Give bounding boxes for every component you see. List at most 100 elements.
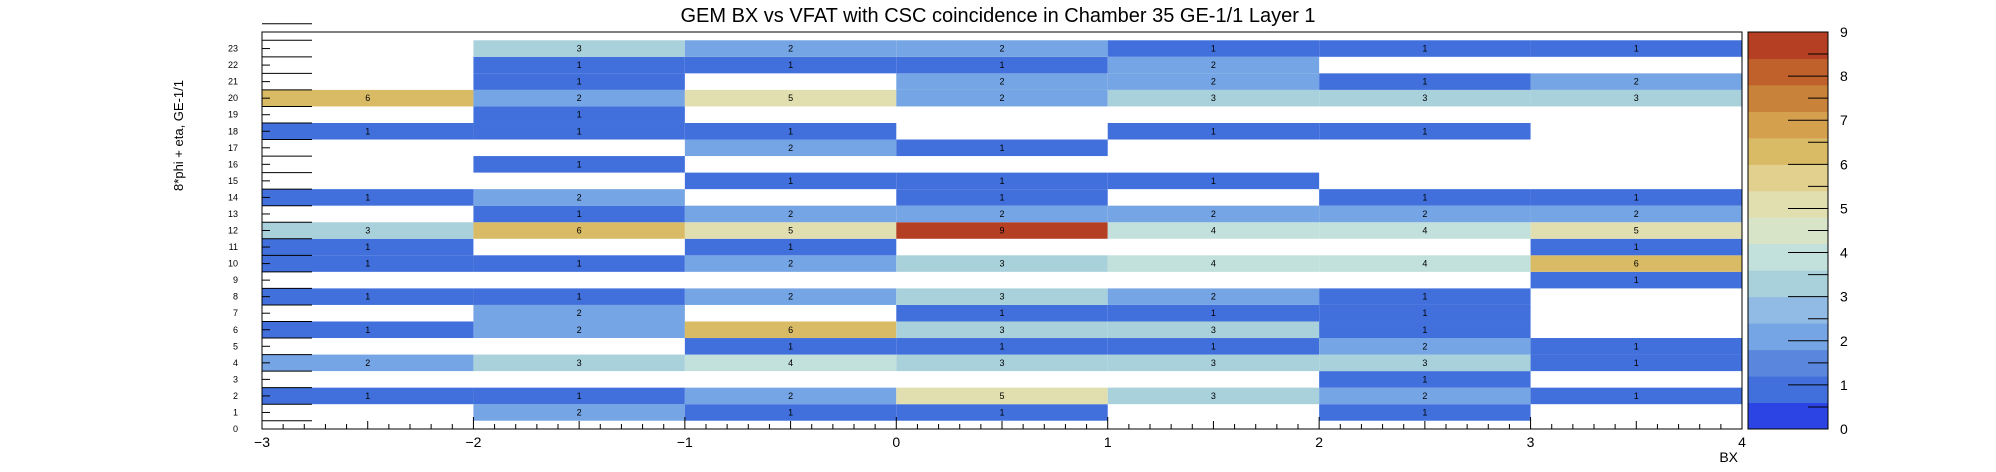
heatmap-cell <box>1530 387 1742 405</box>
cell-value-label: 2 <box>365 358 370 368</box>
heatmap-cell <box>896 89 1108 107</box>
heatmap-cell <box>1530 271 1742 289</box>
heatmap-cell <box>1319 354 1531 372</box>
cell-value-label: 3 <box>999 292 1004 302</box>
heatmap-cell <box>1319 189 1531 206</box>
cell-value-label: 1 <box>1634 242 1639 252</box>
heatmap-cell <box>1107 354 1320 372</box>
cell-value-label: 2 <box>999 44 1004 54</box>
heatmap-cell <box>1107 321 1320 339</box>
x-tick-label: −3 <box>254 434 270 450</box>
heatmap-cell <box>473 222 685 239</box>
cell-value-label: 1 <box>999 308 1004 318</box>
y-tick-label: 9 <box>233 275 238 285</box>
heatmap-cell <box>1530 255 1742 272</box>
cell-value-label: 3 <box>1211 391 1216 401</box>
heatmap-cell <box>1107 255 1320 272</box>
heatmap-cell <box>1319 205 1531 223</box>
y-tick-label: 0 <box>233 424 238 434</box>
cell-value-label: 2 <box>788 259 793 269</box>
cell-value-label: 1 <box>1211 308 1216 318</box>
y-tick-label: 16 <box>228 159 238 169</box>
cell-value-label: 1 <box>365 242 370 252</box>
heatmap-cell <box>684 40 897 57</box>
color-scale-label: 0 <box>1840 421 1848 437</box>
heatmap-cell <box>1530 222 1742 239</box>
heatmap-cell <box>896 222 1108 239</box>
heatmap-cell <box>1107 122 1320 140</box>
cell-value-label: 3 <box>365 226 370 236</box>
heatmap-cell <box>262 89 474 107</box>
heatmap-cell <box>896 404 1108 421</box>
cell-value-label: 1 <box>577 292 582 302</box>
heatmap-cell <box>1530 189 1742 206</box>
heatmap-cell <box>896 288 1108 305</box>
heatmap-cell <box>1530 73 1742 90</box>
y-tick-label: 6 <box>233 325 238 335</box>
heatmap-cell <box>684 139 897 157</box>
cell-value-label: 1 <box>577 60 582 70</box>
color-scale-label: 7 <box>1840 112 1848 128</box>
cell-value-label: 2 <box>1634 209 1639 219</box>
y-tick-label: 12 <box>228 226 238 236</box>
heatmap-cell <box>473 304 685 322</box>
heatmap-cell <box>262 321 474 339</box>
y-tick-label: 3 <box>233 374 238 384</box>
cell-value-label: 3 <box>1634 93 1639 103</box>
heatmap-cell <box>1107 288 1320 305</box>
cell-value-label: 2 <box>1211 292 1216 302</box>
heatmap-cell <box>1319 404 1531 421</box>
heatmap-cell-labels: 1 2 1 1 1 1 2 5 3 2 1 1 2 3 4 3 3 3 1 1 1 1 2 1 1 2 6 3 3 1 2 1 1 1 1 1 2 3 2 1… <box>365 44 1639 418</box>
heatmap-cell <box>473 255 685 272</box>
y-axis-label: 8*phi + eta, GE-1/1 <box>171 80 186 191</box>
cell-value-label: 4 <box>1211 259 1216 269</box>
heatmap-cell <box>684 122 897 140</box>
cell-value-label: 2 <box>1211 60 1216 70</box>
heatmap-cell <box>1530 354 1742 372</box>
cell-value-label: 2 <box>1211 77 1216 87</box>
heatmap-cell <box>1107 338 1320 355</box>
heatmap-cell <box>473 288 685 305</box>
cell-value-label: 1 <box>788 341 793 351</box>
heatmap-cell <box>262 387 474 405</box>
chart-title: GEM BX vs VFAT with CSC coincidence in C… <box>680 5 1315 27</box>
y-tick-label: 4 <box>233 358 238 368</box>
x-axis-label: BX <box>1719 449 1738 465</box>
y-tick-label: 13 <box>228 209 238 219</box>
heatmap-cell <box>473 73 685 90</box>
cell-value-label: 1 <box>365 391 370 401</box>
heatmap-cell <box>473 387 685 405</box>
cell-value-label: 1 <box>365 292 370 302</box>
x-tick-label: 1 <box>1104 434 1112 450</box>
heatmap-cell <box>262 288 474 305</box>
x-tick-label: 0 <box>892 434 900 450</box>
heatmap-cell <box>896 56 1108 74</box>
heatmap-cell <box>473 189 685 206</box>
heatmap-cell <box>896 354 1108 372</box>
heatmap-cell <box>1530 338 1742 355</box>
heatmap-cell <box>1107 205 1320 223</box>
color-scale-label: 9 <box>1840 24 1848 40</box>
heatmap-cell <box>896 338 1108 355</box>
color-scale: 0 1 2 3 4 5 6 7 8 9 <box>1747 24 1848 437</box>
cell-value-label: 1 <box>788 407 793 417</box>
cell-value-label: 1 <box>788 126 793 136</box>
cell-value-label: 6 <box>577 226 582 236</box>
cell-value-label: 4 <box>788 358 793 368</box>
cell-value-label: 1 <box>999 341 1004 351</box>
heatmap-cell <box>1107 40 1320 57</box>
heatmap-cell <box>896 387 1108 405</box>
cell-value-label: 2 <box>788 44 793 54</box>
heatmap-cell <box>473 89 685 107</box>
heatmap-cell <box>262 255 474 272</box>
cell-value-label: 2 <box>999 77 1004 87</box>
x-tick-label: 2 <box>1315 434 1323 450</box>
heatmap-cell <box>1107 73 1320 90</box>
cell-value-label: 1 <box>999 143 1004 153</box>
y-tick-label: 10 <box>228 259 238 269</box>
cell-value-label: 1 <box>365 259 370 269</box>
heatmap-cell <box>1107 56 1320 74</box>
x-tick-label: 4 <box>1738 434 1746 450</box>
heatmap-cell <box>896 189 1108 206</box>
